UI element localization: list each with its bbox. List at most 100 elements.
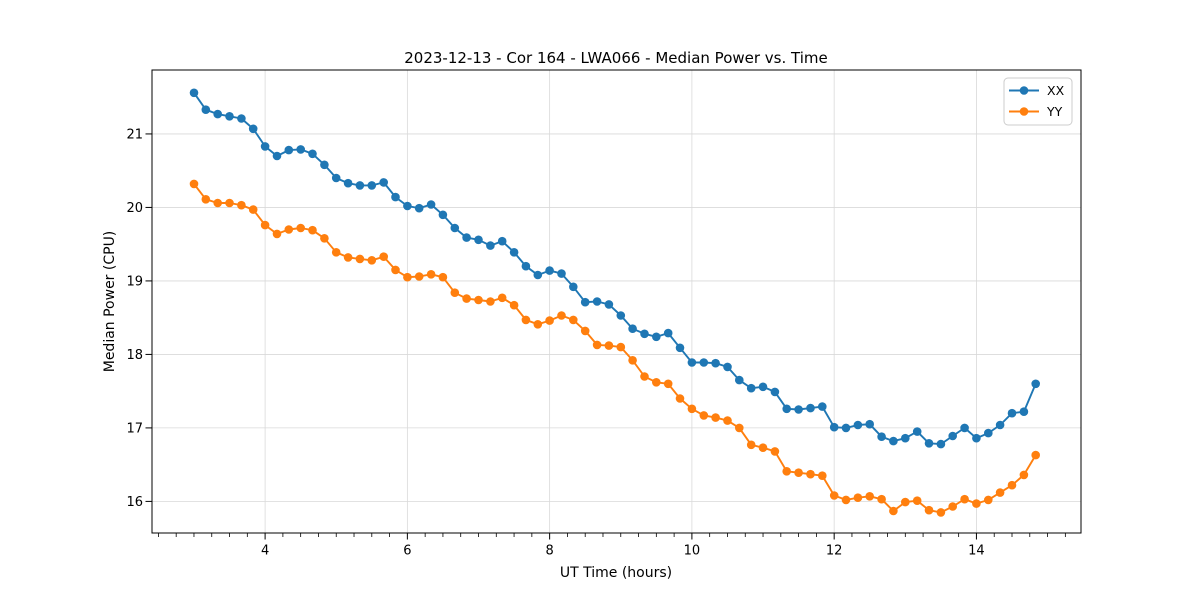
data-point-xx bbox=[924, 439, 934, 448]
data-point-xx bbox=[414, 203, 424, 213]
data-point-yy bbox=[308, 225, 317, 235]
data-point-xx bbox=[936, 439, 946, 449]
data-point-yy bbox=[652, 378, 661, 387]
data-point-xx bbox=[284, 145, 294, 155]
data-point-yy bbox=[746, 440, 756, 450]
data-point-xx bbox=[841, 423, 851, 433]
data-point-yy bbox=[343, 253, 353, 262]
data-point-xx bbox=[486, 241, 495, 250]
y-tick-label: 17 bbox=[126, 421, 143, 436]
data-point-yy bbox=[201, 195, 211, 204]
data-point-yy bbox=[379, 252, 389, 261]
data-point-yy bbox=[628, 356, 637, 365]
data-point-yy bbox=[687, 404, 697, 414]
data-point-yy bbox=[912, 496, 922, 506]
data-point-xx bbox=[379, 178, 389, 187]
y-tick-label: 20 bbox=[126, 201, 143, 216]
data-point-yy bbox=[901, 497, 910, 507]
data-point-xx bbox=[225, 112, 234, 121]
data-point-xx bbox=[995, 420, 1005, 430]
data-point-xx bbox=[272, 151, 282, 161]
data-point-yy bbox=[663, 379, 673, 389]
legend-label-xx: XX bbox=[1047, 83, 1065, 98]
data-point-xx bbox=[746, 383, 756, 393]
y-axis-label-group: Median Power (CPU) bbox=[102, 231, 118, 373]
data-point-xx bbox=[462, 233, 471, 242]
data-point-xx bbox=[403, 201, 412, 211]
data-point-yy bbox=[474, 295, 483, 305]
data-point-yy bbox=[260, 220, 270, 230]
data-point-yy bbox=[237, 200, 246, 210]
data-point-xx bbox=[972, 433, 981, 443]
data-point-yy bbox=[213, 198, 222, 208]
y-tick-label: 16 bbox=[126, 495, 143, 510]
y-tick-label: 19 bbox=[126, 274, 143, 289]
data-point-yy bbox=[391, 265, 400, 275]
x-tick-label: 8 bbox=[545, 544, 553, 559]
data-point-yy bbox=[699, 411, 709, 420]
data-point-xx bbox=[367, 181, 377, 190]
data-point-yy bbox=[533, 320, 543, 329]
data-point-xx bbox=[628, 324, 637, 334]
data-point-yy bbox=[189, 179, 199, 189]
grid-lines bbox=[152, 70, 1081, 533]
data-point-yy bbox=[284, 225, 294, 234]
data-point-xx bbox=[569, 282, 578, 292]
legend: XX YY bbox=[1003, 77, 1073, 126]
data-point-xx bbox=[296, 145, 306, 154]
data-point-xx bbox=[901, 433, 910, 443]
data-point-yy bbox=[367, 255, 377, 265]
data-point-yy bbox=[604, 341, 614, 350]
data-point-xx bbox=[723, 362, 732, 372]
data-point-xx bbox=[663, 328, 673, 338]
data-point-xx bbox=[497, 236, 507, 246]
data-point-xx bbox=[1019, 407, 1029, 417]
data-point-xx bbox=[248, 124, 258, 134]
legend-marker-yy bbox=[1019, 107, 1029, 116]
data-point-yy bbox=[936, 508, 946, 517]
data-point-yy bbox=[640, 372, 649, 381]
data-point-yy bbox=[1031, 450, 1040, 460]
data-point-yy bbox=[225, 198, 234, 208]
data-point-yy bbox=[580, 326, 590, 336]
data-point-xx bbox=[616, 311, 626, 320]
data-point-yy bbox=[545, 316, 554, 325]
data-point-yy bbox=[414, 272, 424, 281]
y-tick-label: 18 bbox=[126, 348, 143, 363]
x-tick-label: 10 bbox=[684, 544, 701, 559]
data-point-yy bbox=[450, 288, 460, 298]
y-tick-label: 21 bbox=[126, 127, 143, 142]
data-point-yy bbox=[486, 297, 495, 306]
data-point-yy bbox=[248, 205, 258, 214]
data-point-yy bbox=[320, 234, 329, 243]
data-point-xx bbox=[201, 105, 211, 114]
data-point-yy bbox=[296, 223, 306, 233]
data-point-xx bbox=[1031, 379, 1040, 389]
data-point-yy bbox=[569, 315, 578, 325]
data-point-xx bbox=[320, 160, 329, 170]
x-tick-label: 14 bbox=[968, 544, 985, 559]
legend-item-yy: YY bbox=[1009, 104, 1063, 119]
data-point-xx bbox=[391, 192, 400, 202]
data-point-yy bbox=[462, 294, 471, 303]
data-point-yy bbox=[948, 502, 957, 511]
data-point-yy bbox=[272, 229, 282, 239]
data-point-yy bbox=[995, 488, 1005, 497]
data-point-xx bbox=[213, 109, 222, 119]
data-point-yy bbox=[592, 340, 602, 350]
data-point-xx bbox=[1007, 408, 1017, 418]
data-point-yy bbox=[829, 491, 839, 500]
data-point-xx bbox=[509, 248, 519, 257]
data-point-yy bbox=[770, 447, 780, 456]
data-point-yy bbox=[735, 423, 744, 433]
data-point-yy bbox=[865, 492, 874, 501]
data-point-xx bbox=[545, 266, 554, 275]
y-axis-label: Median Power (CPU) bbox=[102, 231, 118, 373]
data-point-xx bbox=[853, 420, 863, 430]
data-point-yy bbox=[794, 468, 803, 478]
data-point-yy bbox=[972, 499, 981, 508]
data-point-yy bbox=[497, 293, 507, 303]
data-point-xx bbox=[912, 427, 922, 436]
data-point-yy bbox=[509, 300, 519, 310]
